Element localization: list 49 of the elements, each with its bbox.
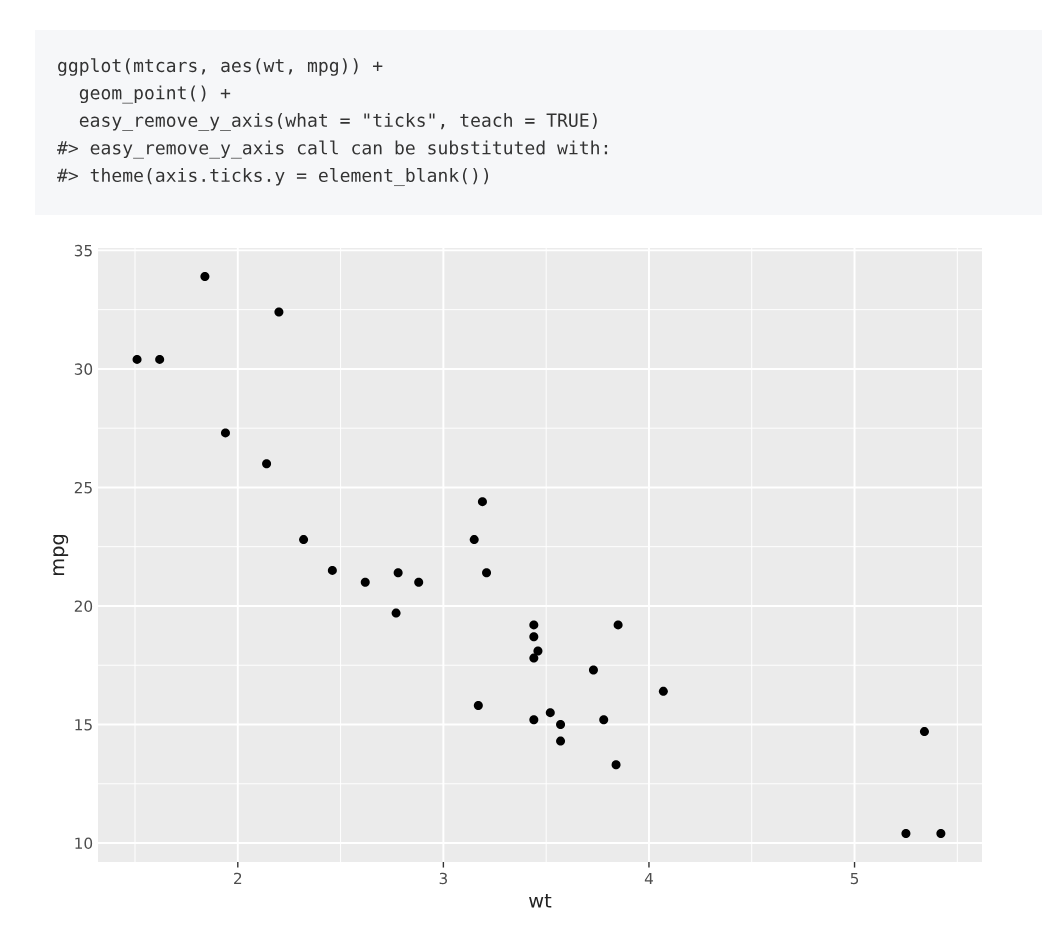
y-tick-label: 35 xyxy=(74,244,92,257)
point xyxy=(658,686,668,696)
point xyxy=(556,720,566,729)
point xyxy=(132,354,142,364)
x-tick-label: 4 xyxy=(644,872,653,885)
y-tick-label: 30 xyxy=(74,363,93,375)
x-tick-label: 3 xyxy=(439,872,448,885)
point xyxy=(901,829,911,839)
text: #> theme(axis.ticks.y = element_blank()) xyxy=(57,167,489,187)
point xyxy=(529,632,539,642)
y-tick-label: 20 xyxy=(74,600,93,612)
point xyxy=(477,497,487,507)
point xyxy=(529,620,539,630)
point xyxy=(482,568,492,578)
point xyxy=(919,727,929,737)
point xyxy=(414,577,424,587)
point xyxy=(599,715,609,725)
point xyxy=(529,653,539,663)
text: ggplot(mtcars, aes(wt, mpg)) + xyxy=(58,58,383,76)
y-tick-label: 10 xyxy=(75,837,93,850)
x-tick-label: 2 xyxy=(234,872,242,885)
point xyxy=(473,701,483,711)
text: geom_point() + xyxy=(79,85,231,104)
x-axis-title: wt xyxy=(529,893,552,908)
point xyxy=(613,620,623,630)
y-tick-label: 15 xyxy=(75,719,92,731)
point xyxy=(556,736,566,746)
point xyxy=(391,608,401,618)
point xyxy=(200,271,210,281)
point xyxy=(936,829,946,839)
y-axis-title: mpg xyxy=(53,534,69,576)
point xyxy=(533,646,543,656)
point xyxy=(588,665,598,675)
point xyxy=(220,428,230,438)
point xyxy=(529,715,539,725)
point xyxy=(545,708,555,718)
point xyxy=(274,307,284,317)
text: easy_remove_y_axis(what = "ticks", teach = TRUE) xyxy=(79,113,597,131)
text: #> easy_remove_y_axis call can be substituted with: xyxy=(57,140,608,159)
y-tick-label: 25 xyxy=(74,481,92,494)
point xyxy=(327,565,337,575)
point xyxy=(155,354,165,364)
x-tick-label: 5 xyxy=(850,872,859,885)
point xyxy=(611,760,621,770)
point xyxy=(262,459,272,469)
point xyxy=(393,568,403,578)
point xyxy=(469,535,479,545)
point xyxy=(299,535,309,545)
point xyxy=(360,577,370,587)
